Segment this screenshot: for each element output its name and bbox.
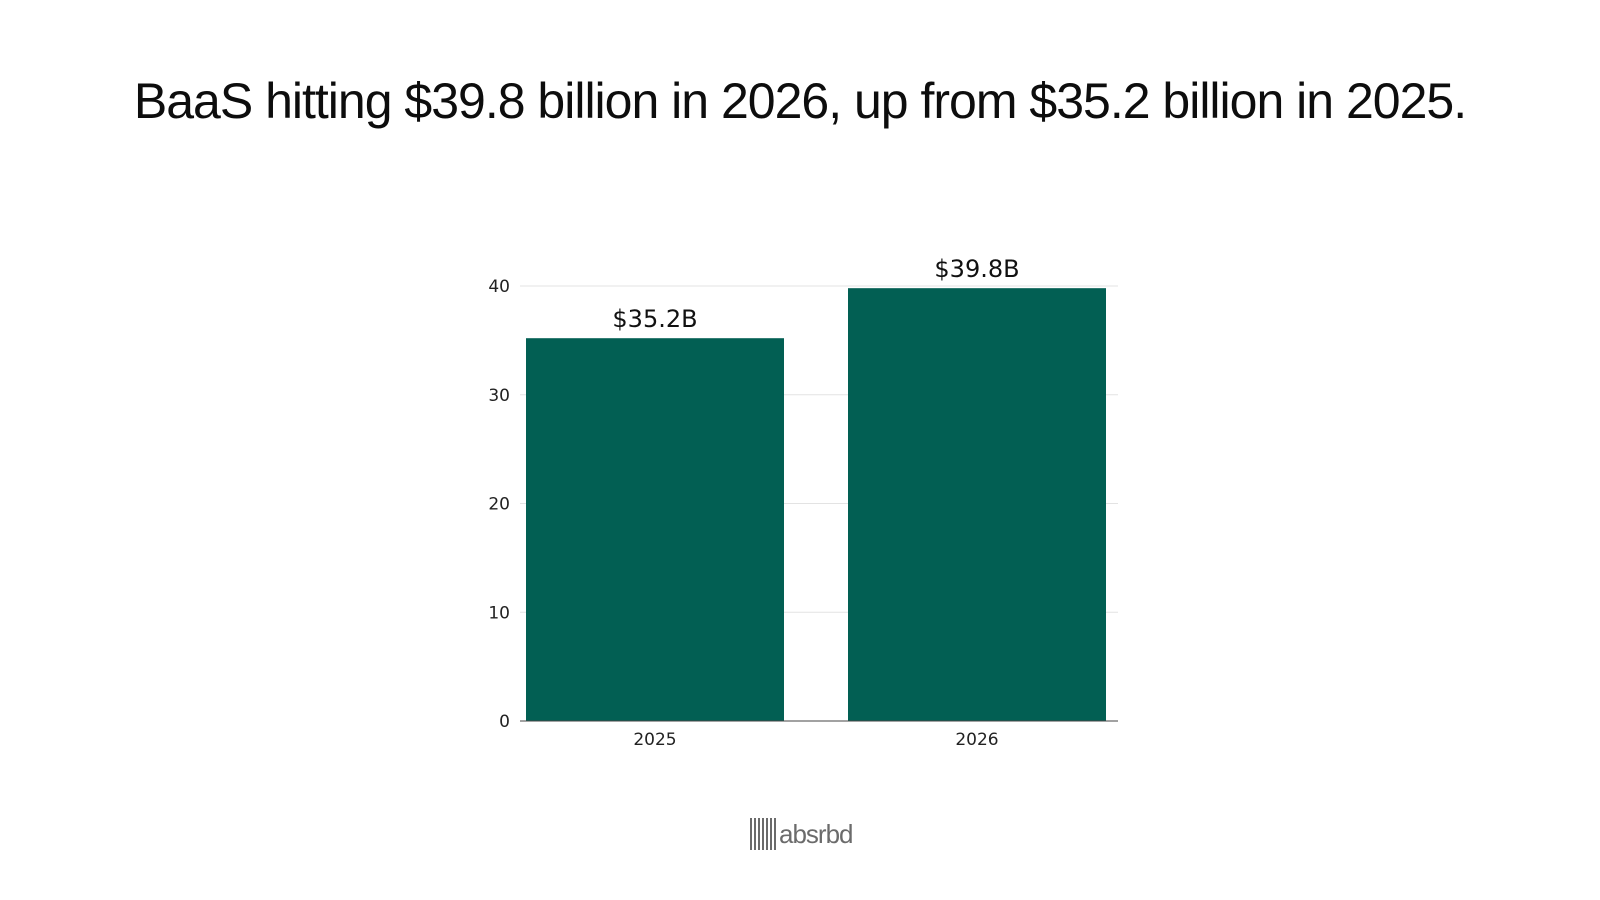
brand-name: absrbd	[779, 818, 853, 849]
data-label: $35.2B	[612, 305, 697, 333]
bar	[526, 338, 784, 721]
data-label: $39.8B	[934, 255, 1019, 283]
y-tick-label: 10	[488, 603, 510, 623]
barcode-logo-icon	[750, 818, 776, 850]
y-tick-label: 0	[499, 712, 510, 732]
x-tick-label: 2025	[633, 730, 676, 750]
y-tick-label: 20	[488, 495, 510, 515]
page-title: BaaS hitting $39.8 billion in 2026, up f…	[133, 73, 1467, 129]
y-tick-label: 30	[488, 386, 510, 406]
bar	[848, 288, 1106, 721]
brand-logo: absrbd	[750, 818, 853, 850]
x-tick-label: 2026	[955, 730, 998, 750]
y-tick-label: 40	[488, 277, 510, 297]
